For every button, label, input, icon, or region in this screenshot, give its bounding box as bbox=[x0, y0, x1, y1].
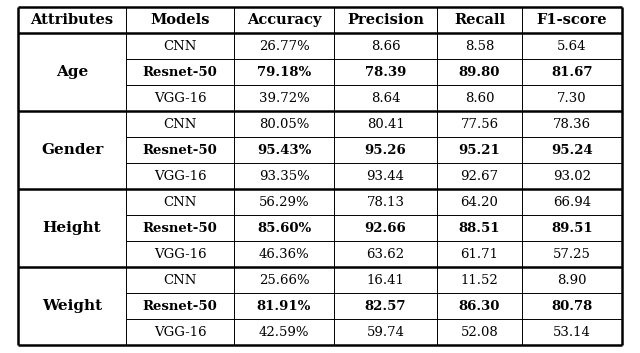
Text: 11.52: 11.52 bbox=[461, 274, 499, 287]
Text: 95.21: 95.21 bbox=[459, 144, 500, 156]
Text: 89.51: 89.51 bbox=[551, 221, 593, 234]
Text: 80.41: 80.41 bbox=[367, 118, 404, 131]
Text: 78.13: 78.13 bbox=[367, 196, 404, 209]
Text: 26.77%: 26.77% bbox=[259, 40, 309, 53]
Text: Accuracy: Accuracy bbox=[247, 13, 321, 27]
Text: 53.14: 53.14 bbox=[553, 325, 591, 339]
Text: 88.51: 88.51 bbox=[459, 221, 500, 234]
Text: 79.18%: 79.18% bbox=[257, 66, 311, 78]
Text: 16.41: 16.41 bbox=[367, 274, 404, 287]
Text: 92.66: 92.66 bbox=[365, 221, 406, 234]
Text: 8.64: 8.64 bbox=[371, 91, 400, 104]
Text: 82.57: 82.57 bbox=[365, 299, 406, 312]
Text: 8.58: 8.58 bbox=[465, 40, 494, 53]
Text: 81.67: 81.67 bbox=[551, 66, 593, 78]
Text: 85.60%: 85.60% bbox=[257, 221, 311, 234]
Text: 56.29%: 56.29% bbox=[259, 196, 309, 209]
Text: Recall: Recall bbox=[454, 13, 505, 27]
Text: 42.59%: 42.59% bbox=[259, 325, 309, 339]
Text: 78.39: 78.39 bbox=[365, 66, 406, 78]
Text: 93.02: 93.02 bbox=[553, 169, 591, 183]
Text: 89.80: 89.80 bbox=[459, 66, 500, 78]
Text: CNN: CNN bbox=[163, 40, 196, 53]
Text: 80.05%: 80.05% bbox=[259, 118, 309, 131]
Text: 66.94: 66.94 bbox=[553, 196, 591, 209]
Text: Resnet-50: Resnet-50 bbox=[143, 66, 218, 78]
Text: 8.66: 8.66 bbox=[371, 40, 400, 53]
Text: Models: Models bbox=[150, 13, 210, 27]
Text: Gender: Gender bbox=[41, 143, 103, 157]
Text: 52.08: 52.08 bbox=[461, 325, 499, 339]
Text: Resnet-50: Resnet-50 bbox=[143, 221, 218, 234]
Text: 77.56: 77.56 bbox=[460, 118, 499, 131]
Text: Resnet-50: Resnet-50 bbox=[143, 299, 218, 312]
Text: 8.60: 8.60 bbox=[465, 91, 494, 104]
Text: Resnet-50: Resnet-50 bbox=[143, 144, 218, 156]
Text: 63.62: 63.62 bbox=[367, 247, 404, 261]
Text: 80.78: 80.78 bbox=[552, 299, 593, 312]
Text: VGG-16: VGG-16 bbox=[154, 169, 206, 183]
Text: 78.36: 78.36 bbox=[553, 118, 591, 131]
Text: Weight: Weight bbox=[42, 299, 102, 313]
Text: VGG-16: VGG-16 bbox=[154, 91, 206, 104]
Text: 86.30: 86.30 bbox=[459, 299, 500, 312]
Text: 93.35%: 93.35% bbox=[259, 169, 309, 183]
Text: Attributes: Attributes bbox=[31, 13, 113, 27]
Text: Precision: Precision bbox=[347, 13, 424, 27]
Text: 46.36%: 46.36% bbox=[259, 247, 309, 261]
Text: 61.71: 61.71 bbox=[461, 247, 499, 261]
Text: 8.90: 8.90 bbox=[557, 274, 587, 287]
Text: 25.66%: 25.66% bbox=[259, 274, 309, 287]
Text: VGG-16: VGG-16 bbox=[154, 325, 206, 339]
Text: 81.91%: 81.91% bbox=[257, 299, 311, 312]
Text: 7.30: 7.30 bbox=[557, 91, 587, 104]
Text: 95.24: 95.24 bbox=[551, 144, 593, 156]
Text: 92.67: 92.67 bbox=[460, 169, 499, 183]
Text: CNN: CNN bbox=[163, 196, 196, 209]
Text: CNN: CNN bbox=[163, 274, 196, 287]
Text: 59.74: 59.74 bbox=[367, 325, 404, 339]
Text: 39.72%: 39.72% bbox=[259, 91, 309, 104]
Text: 57.25: 57.25 bbox=[553, 247, 591, 261]
Text: 95.26: 95.26 bbox=[365, 144, 406, 156]
Text: 95.43%: 95.43% bbox=[257, 144, 311, 156]
Text: F1-score: F1-score bbox=[537, 13, 607, 27]
Text: CNN: CNN bbox=[163, 118, 196, 131]
Text: 93.44: 93.44 bbox=[367, 169, 404, 183]
Text: Age: Age bbox=[56, 65, 88, 79]
Text: 5.64: 5.64 bbox=[557, 40, 587, 53]
Text: 64.20: 64.20 bbox=[461, 196, 499, 209]
Text: Height: Height bbox=[43, 221, 101, 235]
Text: VGG-16: VGG-16 bbox=[154, 247, 206, 261]
